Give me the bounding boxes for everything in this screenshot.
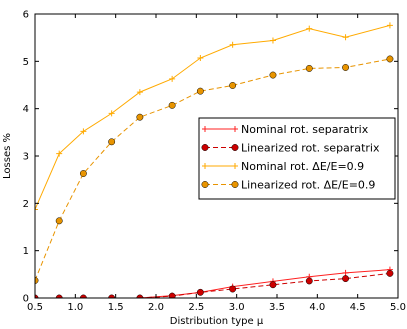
series-4-point-5 <box>136 113 144 121</box>
series-4-line <box>35 58 391 281</box>
series-3-line <box>35 24 391 210</box>
series-3-point-2 <box>56 150 63 157</box>
series-4-point-12 <box>386 55 394 63</box>
legend: Nominal rot. separatrix Linearized rot. s… <box>198 117 396 200</box>
series-4-point-4 <box>108 138 116 146</box>
x-tick-label: 4.0 <box>309 302 325 313</box>
series-3 <box>35 22 393 213</box>
x-tick-label: 2.5 <box>188 302 204 313</box>
x-tick-label: 5.0 <box>390 302 406 313</box>
series-4-point-3 <box>79 170 87 177</box>
legend-marker <box>232 126 238 132</box>
x-tick-label: 3.0 <box>229 302 245 313</box>
legend-entry-2: Linearized rot. separatrix <box>201 142 380 155</box>
x-tick-label: 4.5 <box>350 302 366 313</box>
series-2 <box>35 269 394 298</box>
series-4-point-2 <box>55 217 63 225</box>
x-axis-label: Distribution type μ <box>170 316 264 327</box>
series-1-line <box>35 269 390 298</box>
legend-label: Nominal rot. ΔE/E=0.9 <box>241 160 364 173</box>
legend-box <box>198 117 396 200</box>
y-tick-label: 6 <box>23 10 29 21</box>
series-3-point-3 <box>80 128 87 135</box>
y-tick-label: 1 <box>23 246 29 257</box>
series-1 <box>35 266 393 298</box>
y-tick-label: 0 <box>23 294 29 305</box>
series-2-point-7 <box>196 288 204 296</box>
y-axis-label: Losses % <box>2 133 13 179</box>
y-axis-ticks: 0 1 2 3 4 5 6 <box>23 10 398 305</box>
legend-marker <box>231 181 239 188</box>
legend-marker <box>202 163 208 169</box>
legend-entry-3: Nominal rot. ΔE/E=0.9 <box>202 160 364 173</box>
legend-marker <box>231 144 239 151</box>
legend-marker <box>201 144 209 151</box>
series-3-point-6 <box>169 75 176 82</box>
x-tick-label: 1.5 <box>108 302 124 313</box>
series-4-point-9 <box>269 71 277 79</box>
series-4-point-6 <box>168 101 176 109</box>
series-4 <box>35 55 394 284</box>
y-tick-label: 5 <box>23 57 29 68</box>
legend-label: Nominal rot. separatrix <box>241 123 369 136</box>
y-tick-label: 3 <box>23 152 29 163</box>
x-tick-label: 0.5 <box>27 302 43 313</box>
series-4-point-10 <box>305 64 313 72</box>
legend-entry-4: Linearized rot. ΔE/E=0.9 <box>201 179 375 192</box>
series-3-point-7 <box>197 55 204 62</box>
series-2-point-10 <box>305 277 313 285</box>
series-1-point-11 <box>342 269 349 276</box>
series-3-point-8 <box>229 41 236 48</box>
legend-entry-1: Nominal rot. separatrix <box>202 123 369 136</box>
series-4-point-11 <box>342 64 350 71</box>
series-2-point-11 <box>342 275 350 283</box>
series-2-line <box>35 272 390 298</box>
x-tick-label: 1.0 <box>67 302 83 313</box>
x-axis-ticks: 0.5 1.0 1.5 2.0 2.5 3.0 3.5 4.0 4.5 5.0 <box>27 14 406 313</box>
series-3-point-9 <box>269 37 276 44</box>
y-tick-label: 4 <box>23 104 29 115</box>
series-4-point-7 <box>196 87 204 95</box>
series-3-point-10 <box>306 25 313 32</box>
series-3-point-4 <box>108 110 115 117</box>
series-2-point-9 <box>269 281 277 289</box>
legend-label: Linearized rot. separatrix <box>241 142 380 155</box>
x-tick-label: 2.0 <box>148 302 164 313</box>
series-3-point-5 <box>136 89 143 96</box>
legend-marker <box>201 181 209 188</box>
series-3-point-1 <box>35 206 38 213</box>
legend-marker <box>232 163 238 169</box>
series-2-point-8 <box>229 285 237 293</box>
series-3-point-11 <box>342 34 349 41</box>
series-4-point-1 <box>35 277 39 284</box>
legend-marker <box>202 126 208 132</box>
y-tick-label: 2 <box>23 199 29 210</box>
x-tick-label: 3.5 <box>269 302 285 313</box>
series-4-point-8 <box>229 82 237 89</box>
series-2-point-6 <box>168 292 176 298</box>
series-3-point-12 <box>386 22 393 29</box>
legend-label: Linearized rot. ΔE/E=0.9 <box>241 179 375 192</box>
series-2-point-12 <box>386 269 394 277</box>
